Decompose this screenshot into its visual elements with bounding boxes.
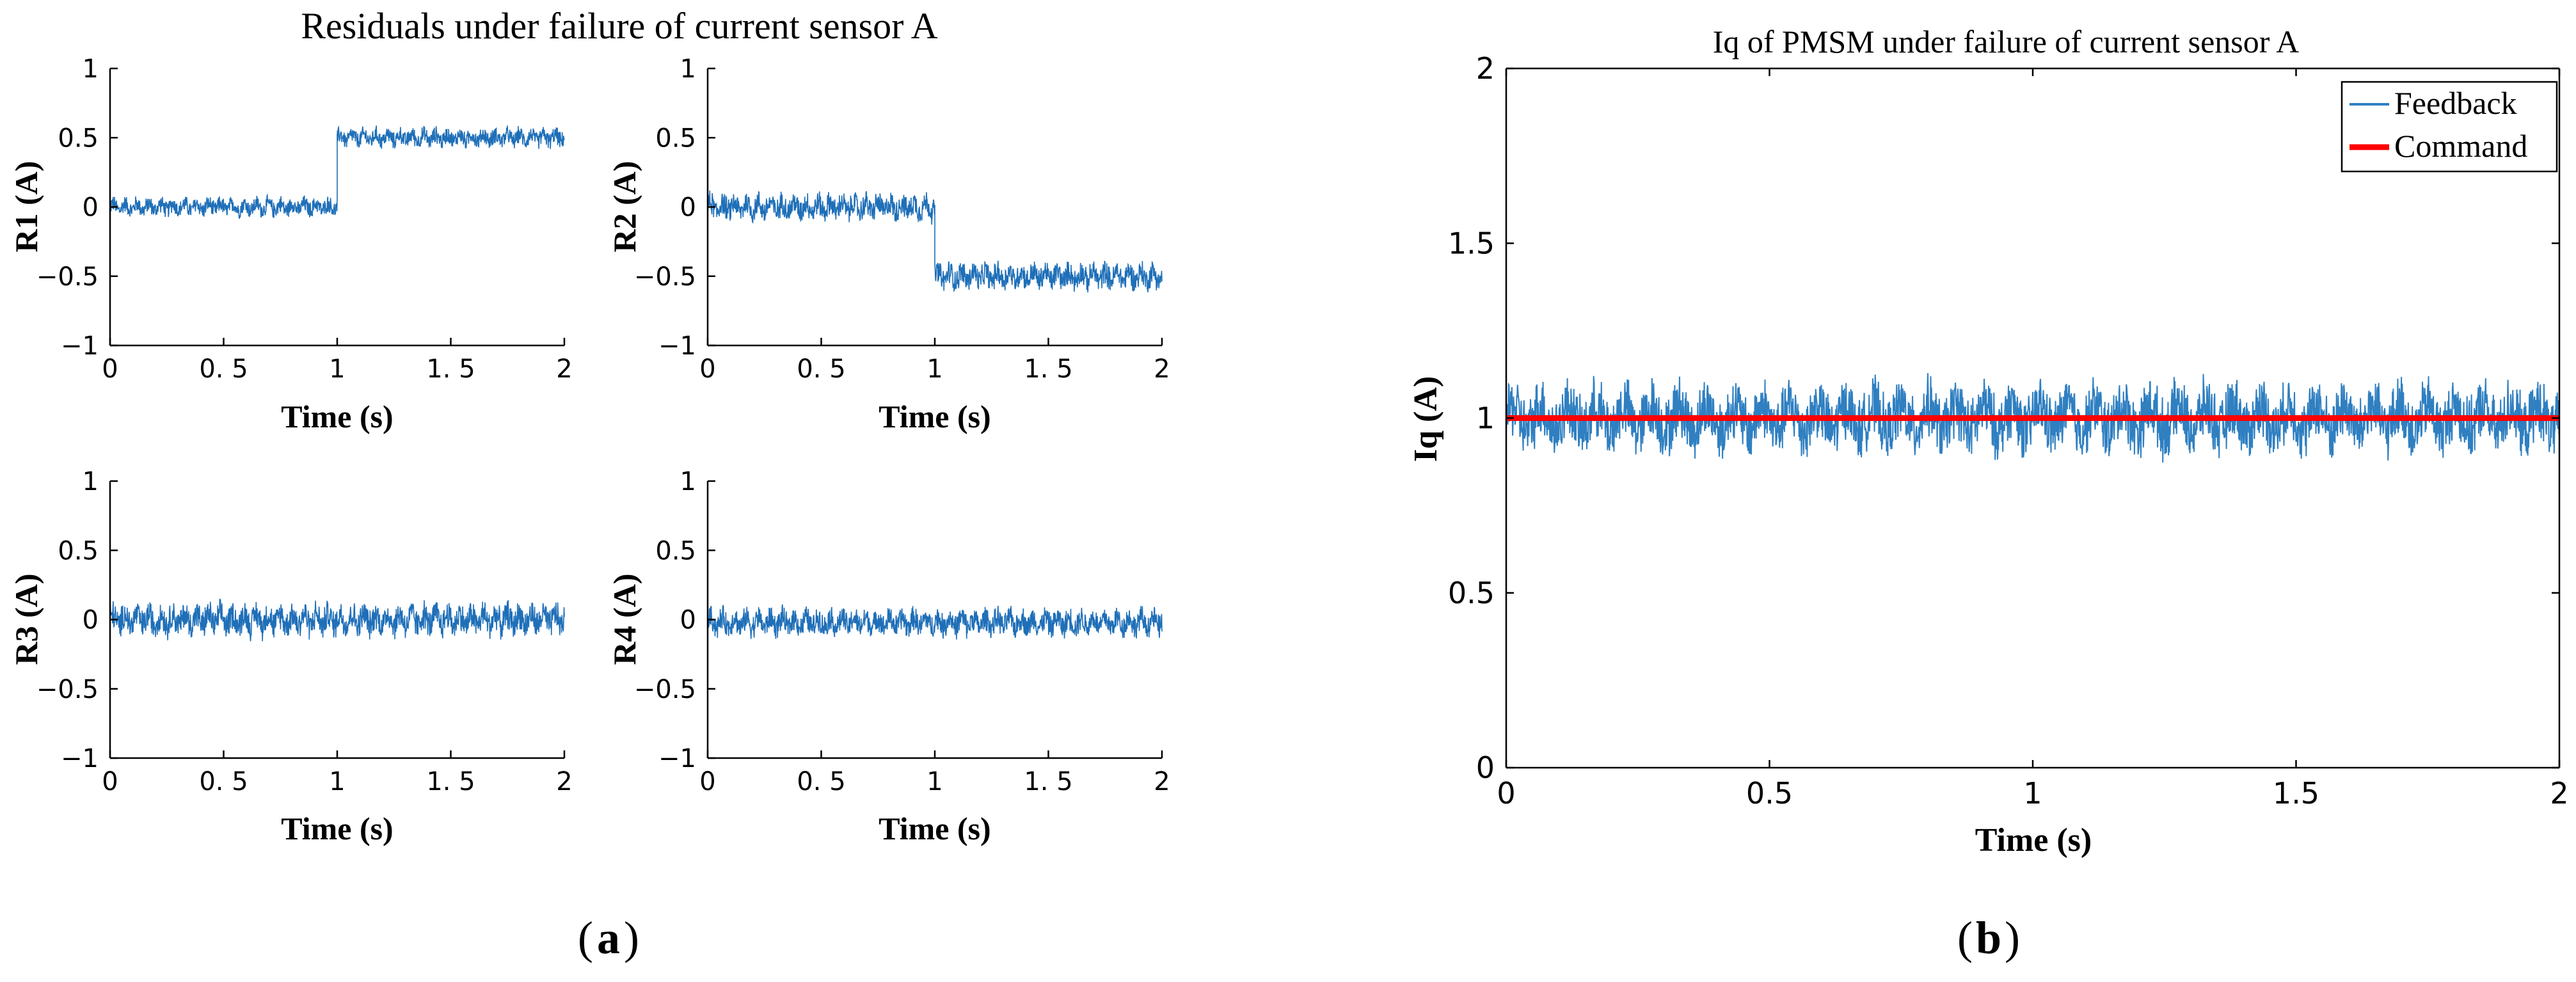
r4-xlabel: Time (s) [879, 811, 990, 846]
series-r1-line [109, 125, 565, 219]
x-tick-label: 2 [556, 354, 572, 384]
y-tick-label: −1 [658, 331, 696, 361]
y-tick-label: 1.5 [1448, 226, 1495, 260]
y-tick-label: 0.5 [1448, 576, 1495, 610]
panel-letter-b: b [1976, 912, 2001, 963]
y-tick-label: 0 [1476, 750, 1495, 785]
r3-trace [109, 598, 565, 642]
svg-text:(: ( [1957, 912, 1973, 963]
svg-text:(: ( [578, 912, 593, 963]
y-tick-label: −1 [658, 744, 696, 773]
panel-r2: 0 0. 5 1 1. 5 2 −1 −0.5 0 0.5 1 Time (s) R2 (A) [607, 54, 1170, 434]
legend-feedback-label: Feedback [2394, 85, 2517, 121]
x-tick-label: 2 [1154, 354, 1170, 384]
panel-iq: 0 0.5 1 1.5 2 0 0.5 1 1.5 2 Time (s) Iq (A) Feedb… [1408, 51, 2569, 859]
r2-ylabel: R2 (A) [607, 161, 642, 252]
x-tick-label: 1. 5 [1024, 767, 1072, 796]
legend-command-label: Command [2394, 128, 2527, 164]
r1-ylabel: R1 (A) [8, 161, 44, 252]
x-tick-label: 0 [1497, 776, 1515, 811]
iq-legend: Feedback Command [2341, 81, 2558, 173]
x-tick-label: 1 [926, 354, 942, 384]
x-tick-label: 1. 5 [426, 354, 475, 384]
x-tick-label: 0 [699, 767, 715, 796]
y-tick-label: 0 [83, 193, 99, 223]
y-tick-label: −0.5 [36, 262, 99, 292]
y-tick-label: 0 [680, 606, 696, 635]
x-tick-label: 2 [556, 767, 572, 796]
x-tick-label: 1 [329, 354, 345, 384]
panel-label-b: ( b ) [1957, 912, 2020, 963]
x-tick-label: 2 [1154, 767, 1170, 796]
series-r4-line [707, 604, 1163, 640]
r3-xlabel: Time (s) [281, 811, 393, 846]
x-tick-label: 0 [102, 354, 118, 384]
x-tick-label: 1.5 [2273, 776, 2319, 811]
series-r3-line [109, 598, 565, 642]
y-tick-label: 0.5 [58, 123, 99, 153]
iq-ylabel: Iq (A) [1408, 376, 1444, 462]
x-tick-label: 0. 5 [797, 767, 845, 796]
y-tick-label: 1 [83, 54, 99, 84]
r2-trace [707, 190, 1163, 293]
y-tick-label: −0.5 [634, 675, 696, 704]
x-tick-label: 1 [926, 767, 942, 796]
r4-trace [707, 604, 1163, 640]
panel-r1: 0 0. 5 1 1. 5 2 −1 −0.5 0 0.5 1 Time (s) R1 (A) [8, 54, 573, 434]
x-tick-label: 0. 5 [797, 354, 845, 384]
y-tick-label: −1 [61, 744, 99, 773]
iq-xlabel: Time (s) [1975, 822, 2092, 859]
panel-label-a: ( a ) [578, 912, 639, 963]
legend-box [2341, 81, 2558, 173]
panel-r3: 0 0. 5 1 1. 5 2 −1 −0.5 0 0.5 1 Time (s) R3 (A) [8, 467, 573, 846]
y-tick-label: 0.5 [655, 536, 696, 566]
x-tick-label: 0. 5 [199, 767, 248, 796]
x-tick-label: 1 [2023, 776, 2042, 811]
residuals-title: Residuals under failure of current senso… [301, 5, 937, 47]
y-tick-label: 0 [83, 606, 99, 635]
y-tick-label: 0.5 [655, 123, 696, 153]
x-tick-label: 0.5 [1746, 776, 1793, 811]
y-tick-label: −1 [61, 331, 99, 361]
x-tick-label: 0 [102, 767, 118, 796]
y-tick-label: 0.5 [58, 536, 99, 566]
y-tick-label: 1 [680, 54, 696, 84]
x-tick-label: 2 [2550, 776, 2568, 811]
r3-ylabel: R3 (A) [8, 573, 44, 665]
x-tick-label: 1. 5 [426, 767, 475, 796]
r1-trace [109, 125, 565, 219]
r4-ylabel: R4 (A) [607, 573, 642, 665]
x-tick-label: 1 [329, 767, 345, 796]
y-tick-label: 1 [680, 467, 696, 496]
x-tick-label: 0 [699, 354, 715, 384]
y-tick-label: −0.5 [634, 262, 696, 292]
svg-text:): ) [624, 912, 639, 963]
y-tick-label: −0.5 [36, 675, 99, 704]
series-r2-line [707, 190, 1163, 293]
y-tick-label: 1 [1476, 401, 1495, 436]
svg-text:): ) [2005, 912, 2020, 963]
y-tick-label: 1 [83, 467, 99, 496]
y-tick-label: 0 [680, 193, 696, 223]
panel-r4: 0 0. 5 1 1. 5 2 −1 −0.5 0 0.5 1 Time (s) R4 (A) [607, 467, 1170, 846]
iq-title: Iq of PMSM under failure of current sens… [1713, 24, 2299, 59]
x-tick-label: 1. 5 [1024, 354, 1072, 384]
y-tick-label: 2 [1476, 51, 1495, 86]
x-tick-label: 0. 5 [199, 354, 248, 384]
panel-letter-a: a [597, 912, 620, 963]
r2-xlabel: Time (s) [879, 399, 990, 434]
r1-xlabel: Time (s) [281, 399, 393, 434]
